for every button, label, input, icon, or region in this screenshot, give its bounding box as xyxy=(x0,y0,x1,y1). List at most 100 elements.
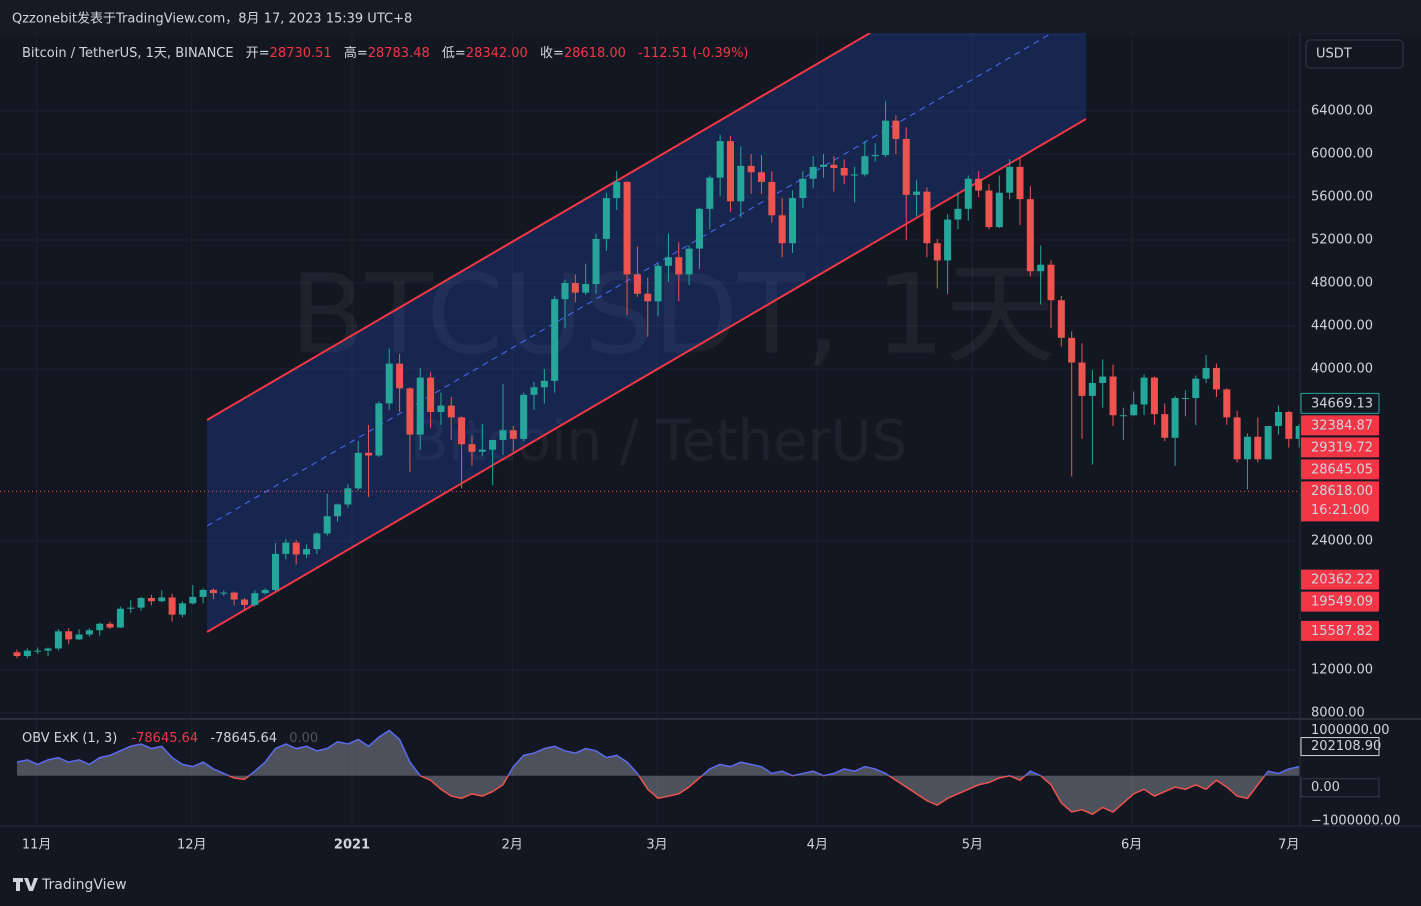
candle-body xyxy=(706,177,714,209)
legend-open: 28730.51 xyxy=(270,46,332,61)
price-label-box xyxy=(1301,620,1379,641)
osc-legend: OBV ExK (1, 3) -78645.64 -78645.64 0.00 xyxy=(22,731,318,746)
last-price-label: 28618.00 xyxy=(1311,484,1373,499)
currency-button[interactable] xyxy=(1305,39,1404,69)
candle-body xyxy=(520,394,528,439)
y-tick-label: 60000.00 xyxy=(1311,147,1373,162)
candle-body xyxy=(199,589,207,597)
price-label: 20362.22 xyxy=(1311,573,1373,588)
candle-body xyxy=(1109,376,1117,416)
price-label-box xyxy=(1301,459,1379,480)
price-label: 34669.13 xyxy=(1311,396,1373,411)
price-label-box xyxy=(1300,392,1380,414)
countdown-label: 16:21:00 xyxy=(1311,503,1369,518)
candle-body xyxy=(830,164,838,168)
candle-body xyxy=(633,274,641,294)
candle-body xyxy=(851,174,859,176)
candle-body xyxy=(75,634,83,640)
candle-body xyxy=(789,198,796,244)
candle-body xyxy=(1130,404,1138,416)
y-tick-label: 52000.00 xyxy=(1311,233,1373,248)
x-tick-label: 4月 xyxy=(807,838,828,853)
candle-body xyxy=(272,553,279,590)
candle-body xyxy=(499,430,507,440)
candle-body xyxy=(489,439,497,450)
osc-marker-box xyxy=(1300,778,1380,798)
x-tick-label: 2月 xyxy=(502,838,523,853)
candle-body xyxy=(1202,367,1210,379)
candle-body xyxy=(861,156,869,175)
currency-label[interactable]: USDT xyxy=(1316,47,1352,62)
candle-body xyxy=(1171,398,1179,438)
candle-body xyxy=(292,542,300,555)
x-tick-label: 3月 xyxy=(646,838,667,853)
candle-body xyxy=(892,120,900,139)
candle-body xyxy=(354,452,362,489)
legend-close-label: 收= xyxy=(540,46,564,61)
price-label-box xyxy=(1301,415,1379,436)
candle-body xyxy=(540,380,548,388)
candle-body xyxy=(737,165,745,202)
price-label-box xyxy=(1301,591,1379,612)
candle-body xyxy=(1068,337,1076,363)
candle-body xyxy=(799,178,807,199)
candle-body xyxy=(561,283,569,300)
candle-body xyxy=(396,363,404,389)
candle-body xyxy=(902,138,910,195)
candles xyxy=(0,101,1300,659)
candle-body xyxy=(1016,166,1024,200)
legend: Bitcoin / TetherUS, 1天, BINANCE 开=28730.… xyxy=(22,45,749,61)
watermark-symbol: BTCUSDT, 1天 xyxy=(290,250,1055,378)
x-tick-label: 7月 xyxy=(1278,838,1299,853)
candle-body xyxy=(85,630,93,635)
candle-body xyxy=(913,191,921,195)
candle-body xyxy=(695,208,703,249)
candle-body xyxy=(613,181,621,199)
axes: 11月 12月 2021 2月 3月 4月 5月 6月 7月 64000.00 60000.00 56… xyxy=(22,104,1401,853)
candle-body xyxy=(1037,264,1045,272)
osc-area xyxy=(17,730,1300,815)
footer-text: TradingView xyxy=(41,877,127,893)
legend-open-label: 开= xyxy=(246,46,270,61)
candle-body xyxy=(1264,425,1272,460)
candle-body xyxy=(592,238,600,285)
candle-body xyxy=(778,215,786,244)
candle-body xyxy=(944,219,952,261)
candle-body xyxy=(747,165,755,173)
price-label: 28645.05 xyxy=(1311,462,1373,477)
candle-body xyxy=(1078,362,1086,396)
candle-body xyxy=(44,648,52,651)
candle-body xyxy=(1150,377,1158,415)
candle-body xyxy=(1192,378,1200,399)
candle-body xyxy=(261,589,269,594)
legend-high: 28783.48 xyxy=(368,46,430,61)
osc-marker-box xyxy=(1300,737,1380,757)
price-label: 32384.87 xyxy=(1311,418,1373,433)
osc-title: OBV ExK (1, 3) xyxy=(22,731,117,746)
candle-body xyxy=(1274,412,1282,426)
candle-body xyxy=(871,155,879,157)
candle-body xyxy=(303,549,311,555)
candle-body xyxy=(240,599,248,605)
candle-body xyxy=(954,208,962,220)
candle-body xyxy=(127,607,135,609)
y-tick-label: 44000.00 xyxy=(1311,319,1373,334)
oscillator xyxy=(16,729,1300,816)
candle-body xyxy=(323,516,331,534)
candle-body xyxy=(1140,377,1148,405)
candle-body xyxy=(1243,436,1251,460)
candle-body xyxy=(416,377,424,435)
candle-body xyxy=(726,141,734,202)
channel-lower xyxy=(206,118,1087,633)
candle-body xyxy=(1223,389,1231,418)
y-tick-label: 8000.00 xyxy=(1311,706,1365,721)
candle-body xyxy=(985,190,993,228)
candle-body xyxy=(551,299,559,381)
candle-body xyxy=(820,164,828,167)
x-tick-label: 6月 xyxy=(1121,838,1142,853)
candle-body xyxy=(209,589,217,594)
candle-body xyxy=(509,430,517,439)
candle-body xyxy=(54,631,62,649)
candle-body xyxy=(571,283,579,293)
candle-body xyxy=(220,592,228,594)
